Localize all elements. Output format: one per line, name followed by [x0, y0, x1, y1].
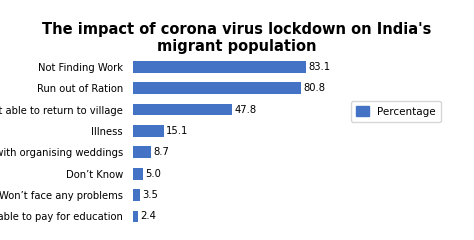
- Legend: Percentage: Percentage: [351, 101, 441, 122]
- Bar: [133, 125, 164, 137]
- Bar: [133, 61, 306, 73]
- Bar: [133, 210, 138, 222]
- Text: 80.8: 80.8: [303, 83, 325, 93]
- Bar: [133, 146, 151, 158]
- Text: The impact of corona virus lockdown on India's
migrant population: The impact of corona virus lockdown on I…: [42, 22, 432, 54]
- Bar: [133, 168, 143, 180]
- Text: 47.8: 47.8: [235, 105, 256, 114]
- Text: 2.4: 2.4: [140, 211, 155, 222]
- Text: 83.1: 83.1: [308, 62, 330, 72]
- Bar: [133, 82, 301, 94]
- Text: 15.1: 15.1: [166, 126, 189, 136]
- Text: 8.7: 8.7: [153, 147, 169, 157]
- Bar: [133, 189, 140, 201]
- Text: 5.0: 5.0: [145, 169, 161, 179]
- Text: 3.5: 3.5: [142, 190, 158, 200]
- Bar: [133, 104, 232, 115]
